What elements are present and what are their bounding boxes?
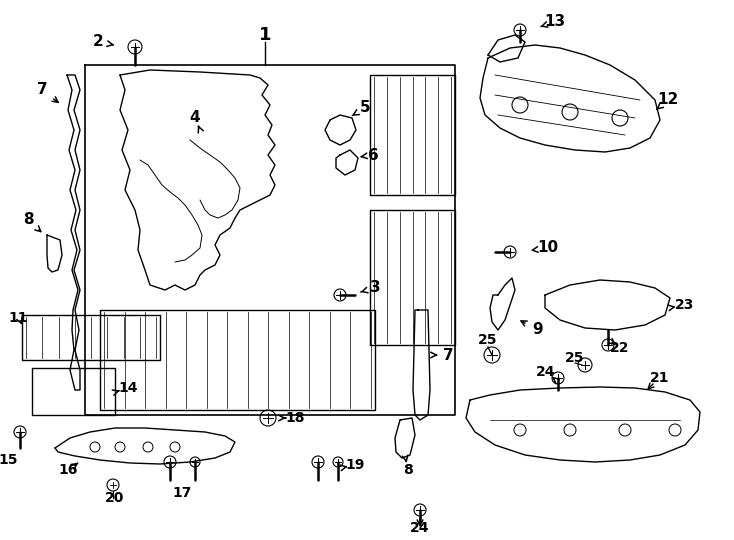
Text: 8: 8 [23, 213, 33, 227]
Text: 24: 24 [537, 365, 556, 379]
Text: 14: 14 [118, 381, 138, 395]
Text: 5: 5 [360, 100, 371, 116]
Text: 8: 8 [403, 463, 413, 477]
Text: 20: 20 [105, 491, 125, 505]
Text: 22: 22 [610, 341, 630, 355]
Text: 25: 25 [479, 333, 498, 347]
Text: 3: 3 [370, 280, 380, 295]
Text: 15: 15 [0, 453, 18, 467]
Text: 12: 12 [658, 92, 679, 107]
Text: 17: 17 [172, 486, 192, 500]
Text: 16: 16 [58, 463, 78, 477]
Text: 7: 7 [37, 83, 47, 98]
Text: 21: 21 [650, 371, 669, 385]
Text: 10: 10 [537, 240, 559, 255]
Text: 6: 6 [368, 147, 378, 163]
Text: 4: 4 [189, 111, 200, 125]
Text: 2: 2 [92, 35, 103, 50]
Text: 9: 9 [533, 322, 543, 338]
Text: 7: 7 [443, 348, 454, 362]
Text: 1: 1 [259, 26, 272, 44]
Text: 23: 23 [675, 298, 694, 312]
Text: 13: 13 [545, 15, 566, 30]
Text: 19: 19 [345, 458, 365, 472]
Text: 25: 25 [565, 351, 585, 365]
Text: 18: 18 [286, 411, 305, 425]
Text: 24: 24 [410, 521, 429, 535]
Text: 11: 11 [8, 311, 27, 325]
